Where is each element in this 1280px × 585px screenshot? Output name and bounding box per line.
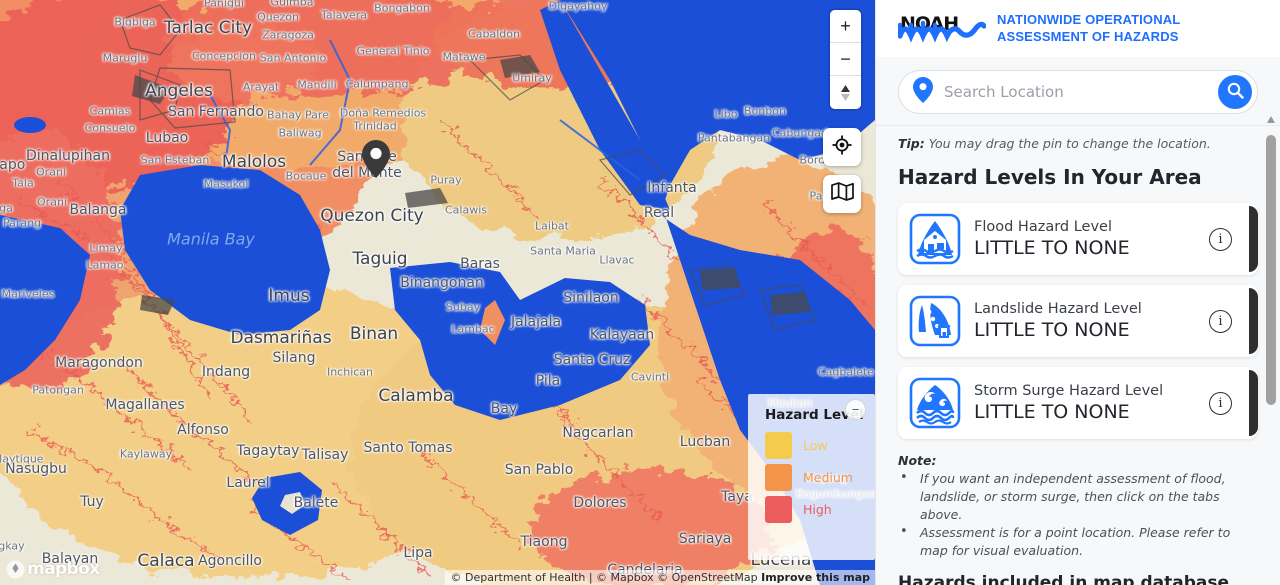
map-layers-icon (830, 182, 854, 206)
mapbox-mark-icon (6, 560, 25, 578)
legend-title: Hazard Level (765, 407, 864, 423)
mapbox-logo[interactable]: mapbox (6, 559, 100, 579)
legend-swatch (765, 496, 792, 523)
scrollbar-thumb[interactable] (1266, 135, 1276, 405)
attribution-text: © Department of Health | © Mapbox © Open… (450, 571, 762, 584)
map-raster (0, 0, 875, 585)
sidebar-scroll-content: Tip: You may drag the pin to change the … (876, 126, 1280, 585)
database-title: Hazards included in map database are: (898, 572, 1230, 585)
landslide-icon (909, 295, 961, 347)
hazard-name: Flood Hazard Level (974, 219, 1113, 236)
legend-label: Low (803, 438, 828, 453)
legend-swatch (765, 464, 792, 491)
legend-collapse-button[interactable]: − (845, 399, 866, 420)
note-items: If you want an independent assessment of… (898, 469, 1258, 560)
map-zoom-controls[interactable]: + − (830, 10, 861, 109)
app-title-line2: ASSESSMENT OF HAZARDS (997, 28, 1179, 44)
improve-map-link[interactable]: Improve this map (761, 571, 870, 584)
locate-me-button[interactable] (823, 128, 861, 166)
map-canvas[interactable] (0, 0, 875, 585)
hazard-card-text: Landslide Hazard Level LITTLE TO NONE (974, 300, 1209, 342)
note-item: If you want an independent assessment of… (898, 469, 1258, 523)
flood-house-icon (909, 213, 961, 265)
hazard-card-text: Flood Hazard Level LITTLE TO NONE (974, 218, 1209, 260)
info-icon[interactable]: i (1209, 227, 1232, 251)
legend-rows: Low Medium High (765, 432, 875, 523)
note-heading: Note: (898, 453, 937, 468)
hazard-name: Storm Surge Hazard Level (974, 383, 1164, 400)
search-icon (1227, 82, 1244, 102)
storm-surge-wave-icon (909, 377, 961, 429)
locate-me-icon (832, 135, 852, 160)
note-block: Note: If you want an independent assessm… (898, 453, 1258, 585)
note-item: Assessment is for a point location. Plea… (898, 523, 1258, 560)
tip-text: Tip: You may drag the pin to change the … (898, 136, 1258, 151)
zoom-out-button[interactable]: − (830, 43, 861, 76)
search-box[interactable] (898, 70, 1258, 114)
hazard-card[interactable]: Landslide Hazard Level LITTLE TO NONE i (898, 285, 1258, 357)
map-attribution[interactable]: © Department of Health | © Mapbox © Open… (444, 570, 875, 585)
legend-entry: Low (765, 432, 875, 459)
hazard-level: LITTLE TO NONE (974, 319, 1130, 342)
hazard-card[interactable]: Storm Surge Hazard Level LITTLE TO NONE i (898, 367, 1258, 439)
sidebar-header: NOAH NATIONWIDE OPERATIONAL ASSESSMENT O… (876, 0, 1280, 57)
scrollbar-up-arrow-icon[interactable] (1266, 113, 1276, 125)
hazard-card-text: Storm Surge Hazard Level LITTLE TO NONE (974, 382, 1209, 424)
legend-swatch (765, 432, 792, 459)
hazard-name: Landslide Hazard Level (974, 301, 1142, 318)
legend-entry: Medium (765, 464, 875, 491)
location-pin-icon (913, 76, 933, 108)
hazard-card[interactable]: Flood Hazard Level LITTLE TO NONE i (898, 203, 1258, 275)
mapbox-wordmark: mapbox (27, 559, 100, 579)
map-pin-marker[interactable] (362, 140, 390, 183)
minus-icon: − (851, 402, 860, 417)
info-icon[interactable]: i (1209, 391, 1232, 415)
legend-label: High (803, 502, 832, 517)
hazard-level: LITTLE TO NONE (974, 237, 1130, 260)
app-title: NATIONWIDE OPERATIONAL ASSESSMENT OF HAZ… (997, 12, 1180, 44)
search-section (876, 57, 1280, 126)
compass-north-icon[interactable] (830, 76, 861, 109)
hazard-card-list: Flood Hazard Level LITTLE TO NONE i Landsli… (898, 203, 1258, 439)
sidebar-scrollbar[interactable] (1265, 113, 1277, 585)
page-title: Hazard Levels In Your Area (898, 165, 1202, 189)
info-icon[interactable]: i (1209, 309, 1232, 333)
tip-body: You may drag the pin to change the locat… (924, 136, 1211, 151)
map-pane[interactable]: Tarlac City Bigbiga Bongabon Cabaldon Digaya… (0, 0, 875, 585)
hazard-level: LITTLE TO NONE (974, 401, 1130, 424)
zoom-in-button[interactable]: + (830, 10, 861, 43)
tip-label: Tip: (898, 136, 925, 151)
legend-entry: High (765, 496, 875, 523)
app-title-line1: NATIONWIDE OPERATIONAL (997, 12, 1181, 28)
noah-logo-icon: NOAH (897, 12, 987, 46)
search-button[interactable] (1218, 75, 1252, 109)
legend-label: Medium (803, 470, 853, 485)
sidebar: NOAH NATIONWIDE OPERATIONAL ASSESSMENT O… (875, 0, 1280, 585)
search-input[interactable] (944, 83, 1207, 101)
hazard-legend: − Hazard Level Low Medium High (748, 394, 875, 560)
map-layers-button[interactable] (823, 175, 861, 213)
